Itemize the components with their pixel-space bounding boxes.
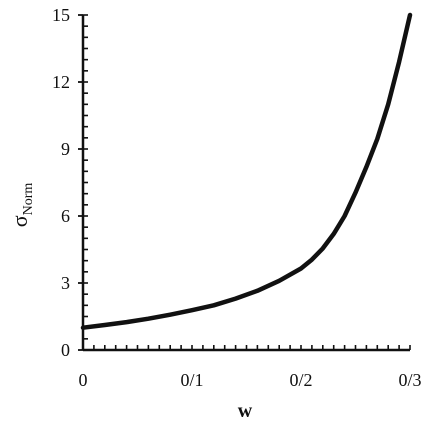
x-axis-title: w	[238, 400, 253, 422]
y-axis-title: σNorm	[7, 183, 36, 228]
x-tick-label: 0	[79, 370, 88, 390]
y-tick-label: 0	[61, 340, 70, 360]
x-tick-label: 0/2	[289, 370, 312, 390]
y-axis-title-subscript: Norm	[21, 183, 36, 216]
x-tick-label: 0/3	[398, 370, 421, 390]
tick-labels: 0 0/1 0/2 0/3 0 3 6 9 12 15	[52, 5, 422, 390]
series-layer	[80, 12, 413, 330]
x-tick-label: 0/1	[180, 370, 203, 390]
y-tick-label: 6	[61, 206, 70, 226]
y-axis-title-symbol: σ	[7, 215, 32, 227]
y-tick-label: 15	[52, 5, 70, 25]
y-tick-label: 9	[61, 139, 70, 159]
y-tick-label: 3	[61, 273, 70, 293]
series-line	[80, 12, 413, 330]
y-tick-label: 12	[52, 72, 70, 92]
